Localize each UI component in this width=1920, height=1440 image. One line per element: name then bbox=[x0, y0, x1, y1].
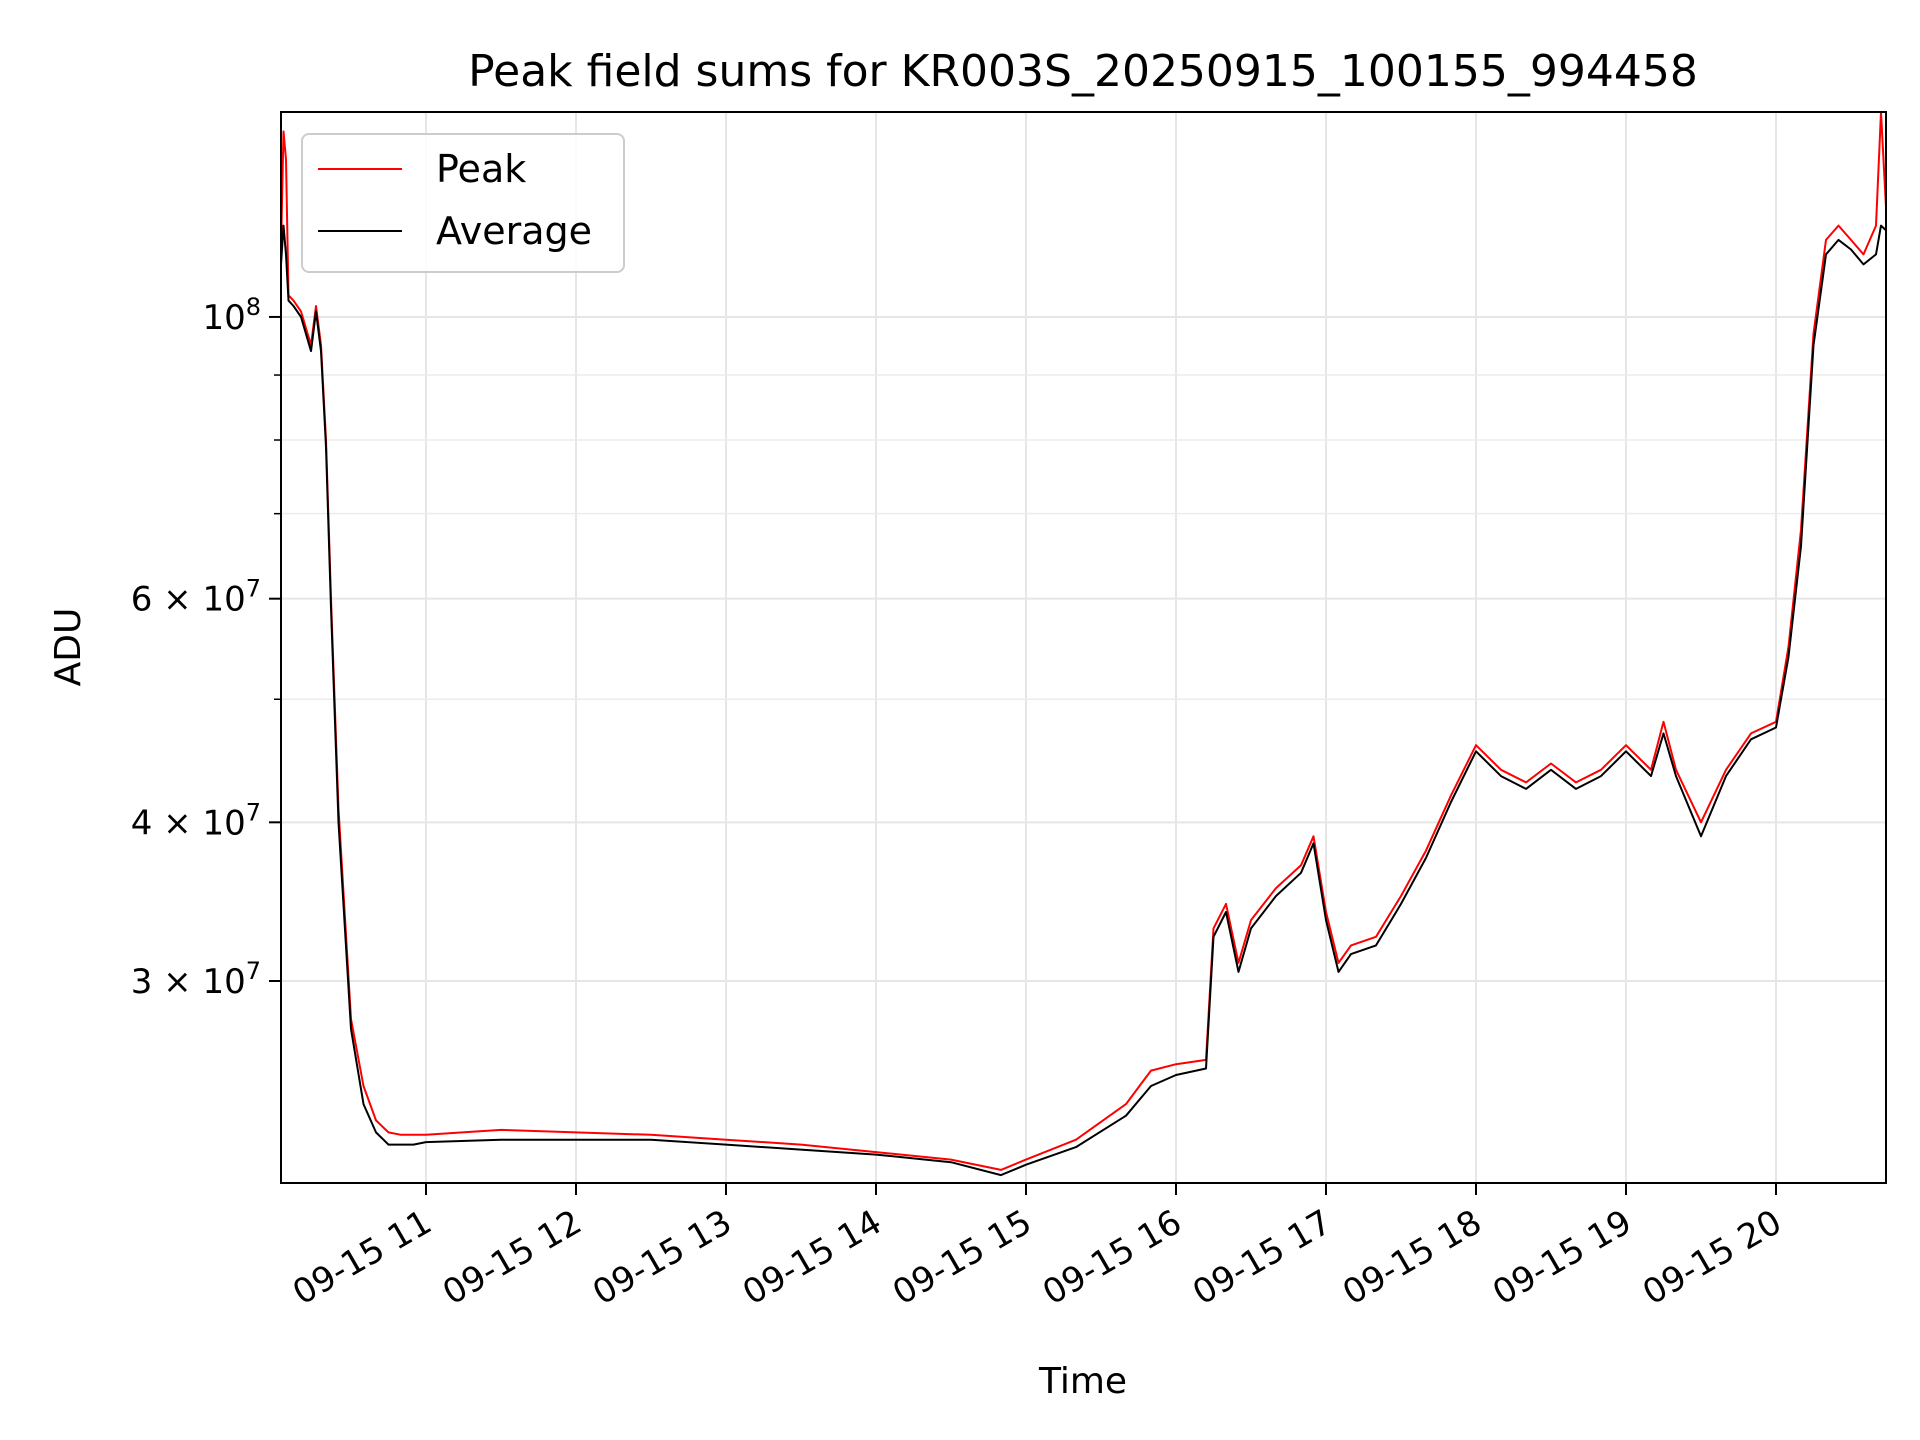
y-axis-label: ADU bbox=[48, 608, 89, 687]
plot-frame bbox=[280, 111, 1887, 1184]
y-tick-label: 3 × 107 bbox=[131, 957, 261, 1002]
y-tick-label: 6 × 107 bbox=[131, 575, 261, 620]
legend-label-peak: Peak bbox=[436, 147, 526, 191]
grid bbox=[281, 112, 1886, 1183]
series-line-average bbox=[281, 224, 1886, 1177]
series-layer bbox=[281, 112, 1886, 1177]
chart-title: Peak field sums for KR003S_20250915_1001… bbox=[468, 46, 1698, 97]
legend-label-average: Average bbox=[436, 209, 592, 253]
legend: Peak Average bbox=[301, 133, 625, 273]
x-axis-label: Time bbox=[1038, 1361, 1127, 1402]
y-tick-label: 4 × 107 bbox=[131, 798, 261, 843]
